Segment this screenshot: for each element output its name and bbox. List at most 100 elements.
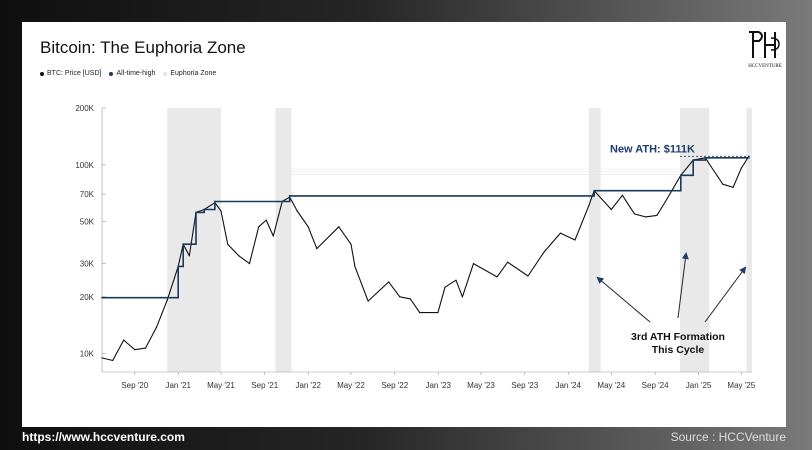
btc-price-point-19: [272, 235, 274, 237]
btc-price-point-27: [354, 265, 356, 267]
x-tick-label: Sep '21: [251, 381, 278, 390]
ath-point-3: [182, 243, 185, 246]
btc-price-point-26: [350, 243, 352, 245]
legend-price-label: BTC: Price [USD]: [47, 70, 102, 77]
legend-price-marker: [40, 71, 44, 76]
btc-price-point-33: [437, 312, 439, 314]
btc-price-point-50: [656, 214, 658, 216]
ath-point-1: [166, 296, 168, 299]
legend-zone-label: Euphoria Zone: [170, 70, 217, 77]
euphoria-zone-0: [167, 108, 221, 372]
btc-price-point-34: [444, 286, 446, 288]
btc-price-point-17: [258, 226, 260, 228]
euphoria-zone-2: [588, 108, 601, 372]
x-tick-label: Jan '22: [295, 381, 321, 390]
logo-text: HCCVENTURE: [748, 64, 782, 69]
legend-item-price: BTC: Price [USD]: [40, 70, 101, 77]
x-tick-label: Jan '23: [425, 381, 451, 390]
y-tick-label: 100K: [75, 161, 94, 170]
y-tick-label: 20K: [80, 293, 95, 302]
btc-price-point-46: [610, 208, 612, 211]
btc-price-point-38: [496, 276, 498, 278]
btc-price-point-5: [155, 326, 158, 328]
btc-price-point-0: [101, 357, 103, 359]
btc-price-point-23: [307, 226, 309, 228]
y-tick-label: 10K: [80, 350, 95, 359]
btc-price-point-14: [227, 243, 229, 245]
legend-zone-marker: [163, 71, 168, 76]
ath-point-6: [214, 200, 216, 203]
y-tick-label: 200K: [75, 104, 94, 113]
ath-formation-label-line-1: This Cycle: [652, 344, 705, 356]
footer-source: Source : HCCVenture: [670, 430, 786, 444]
btc-price-point-37: [472, 262, 475, 265]
btc-price-point-1: [112, 359, 114, 362]
x-tick-label: May '25: [727, 381, 755, 390]
btc-price-point-43: [574, 239, 576, 241]
chart-card: Bitcoin: The Euphoria Zone BTC: Price [U…: [22, 22, 786, 427]
btc-price-point-6: [166, 299, 168, 301]
x-tick-label: Jan '25: [686, 381, 712, 390]
btc-price-line: [101, 156, 750, 362]
btc-price-point-35: [455, 279, 457, 281]
x-tick-label: Sep '22: [381, 381, 408, 390]
ath-formation-label-line-0: 3rd ATH Formation: [631, 331, 725, 343]
x-tick-label: May '24: [597, 381, 625, 390]
logo-mark-icon: [749, 31, 780, 58]
btc-price-point-2: [123, 339, 125, 341]
btc-price-point-30: [399, 296, 401, 298]
btc-price-point-48: [633, 213, 636, 215]
legend-ath-label: All-time-high: [116, 70, 156, 77]
ath-formation-arrow-2: [704, 266, 747, 323]
ath-formation-arrow-1: [677, 252, 689, 319]
y-tick-label: 70K: [80, 190, 95, 199]
btc-price-point-15: [238, 255, 240, 257]
btc-price-point-18: [265, 219, 267, 221]
y-tick-label: 30K: [80, 260, 95, 269]
btc-price-point-49: [644, 216, 647, 218]
btc-price-point-32: [419, 312, 421, 314]
btc-price-point-55: [710, 165, 712, 168]
btc-price-point-28: [367, 300, 369, 302]
ath-point-2: [177, 265, 180, 268]
x-tick-label: Sep '24: [642, 381, 669, 390]
btc-price-point-13: [220, 210, 222, 212]
btc-price-point-24: [316, 248, 318, 250]
x-tick-label: May '23: [467, 381, 495, 390]
ath-formation-arrow-0: [596, 276, 651, 323]
btc-price-point-57: [732, 186, 734, 188]
ath-step-line: [102, 156, 750, 299]
btc-price-point-41: [543, 251, 545, 253]
btc-price-point-4: [144, 347, 147, 349]
btc-price-point-58: [740, 167, 742, 169]
ath-point-8: [593, 189, 596, 192]
btc-price-point-16: [248, 262, 251, 265]
btc-price-point-44: [588, 204, 590, 206]
ath-point-10: [692, 159, 695, 161]
btc-price-point-3: [134, 349, 136, 351]
x-tick-label: May '22: [337, 381, 365, 390]
x-tick-label: Jan '24: [555, 381, 581, 390]
btc-price-point-42: [559, 232, 561, 234]
euphoria-zone-3: [680, 108, 710, 372]
btc-price-point-56: [722, 183, 724, 185]
ath-point-5: [203, 208, 206, 211]
btc-price-point-39: [507, 261, 509, 263]
euphoria-zone-4: [746, 108, 752, 372]
legend-ath-marker: [109, 71, 114, 76]
btc-price-point-9: [188, 255, 190, 257]
btc-price-point-51: [664, 200, 667, 203]
legend-item-ath: All-time-high: [109, 70, 155, 77]
new-ath-label: New ATH: $111K: [610, 143, 695, 155]
x-tick-label: Sep '20: [121, 381, 148, 390]
x-tick-label: Sep '23: [511, 381, 538, 390]
hccventure-logo: HCCVENTURE: [745, 28, 785, 72]
x-tick-label: May '21: [207, 381, 235, 390]
ath-point-11: [704, 156, 707, 159]
footer-url-link[interactable]: https://www.hccventure.com: [22, 430, 185, 444]
ath-point-4: [195, 211, 197, 214]
ath-point-7: [288, 195, 291, 197]
btc-price-point-22: [296, 210, 298, 212]
ath-point-9: [679, 174, 682, 177]
